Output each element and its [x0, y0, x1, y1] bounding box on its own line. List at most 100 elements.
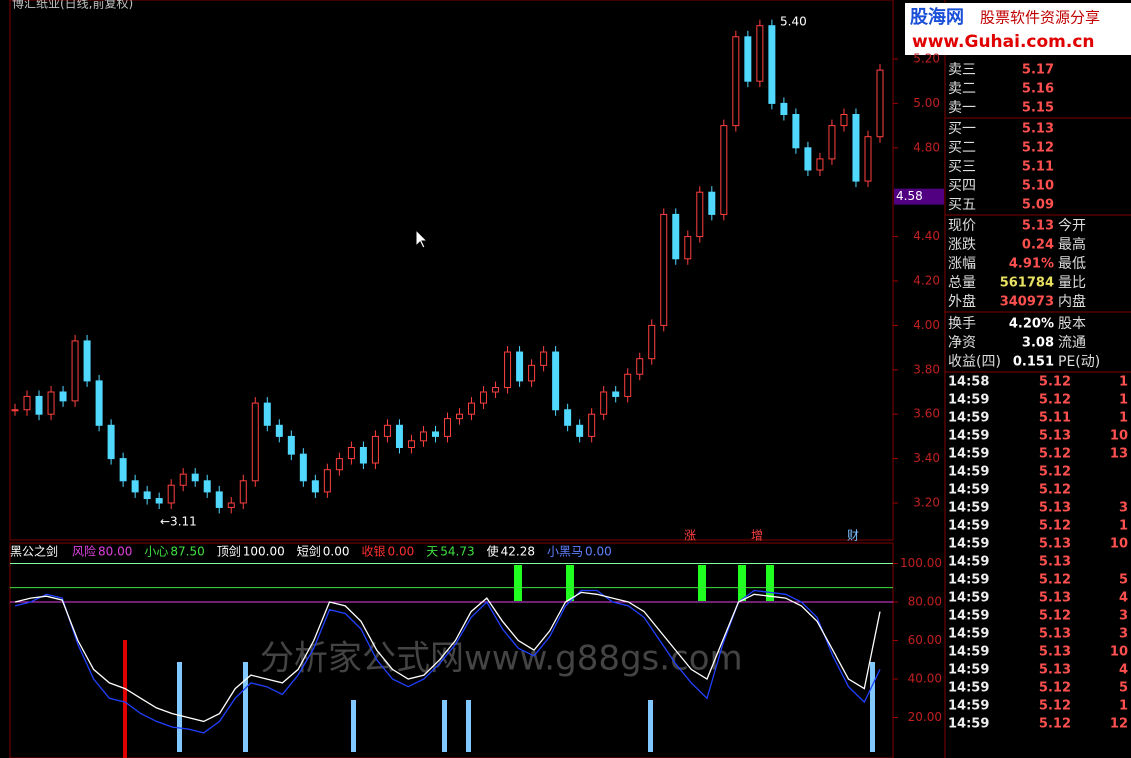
- trade-time: 14:59: [948, 717, 989, 732]
- candle: [395, 424, 403, 448]
- candle: [143, 491, 151, 500]
- trade-volume: 10: [1110, 537, 1128, 552]
- book-price: 5.09: [1022, 198, 1054, 213]
- trade-time: 14:59: [948, 501, 989, 516]
- candle: [780, 102, 788, 116]
- quote-value: 4.91%: [1009, 257, 1054, 272]
- candle: [83, 340, 91, 382]
- current-price-box: [894, 188, 944, 205]
- trade-volume: 1: [1119, 519, 1128, 534]
- current-price-label: 4.58: [896, 189, 923, 203]
- candle: [840, 114, 848, 127]
- candle: [239, 480, 247, 504]
- trade-price: 5.13: [1039, 537, 1071, 552]
- candle: [660, 213, 668, 326]
- legend-name: 小黑马: [547, 545, 583, 559]
- candle: [732, 36, 740, 127]
- candle: [371, 435, 379, 464]
- trade-price: 5.13: [1039, 501, 1071, 516]
- trade-volume: 3: [1119, 501, 1128, 516]
- candle: [215, 491, 223, 508]
- candle: [359, 447, 367, 464]
- y-tick-label: 20.00: [908, 710, 942, 724]
- quote-label2: 最低: [1058, 256, 1086, 272]
- book-price: 5.13: [1022, 122, 1054, 137]
- signals: [123, 565, 875, 758]
- trade-volume: 1: [1119, 393, 1128, 408]
- candle: [672, 213, 680, 260]
- main-frame: [9, 0, 894, 541]
- candle: [552, 351, 560, 411]
- trade-price: 5.12: [1039, 393, 1071, 408]
- candle: [684, 236, 692, 260]
- book-label: 卖三: [948, 62, 976, 78]
- candle: [23, 395, 31, 411]
- book-label: 卖一: [948, 100, 976, 116]
- candle: [456, 413, 464, 420]
- trade-time: 14:59: [948, 609, 989, 624]
- quote-value: 0.151: [1013, 355, 1054, 370]
- candle: [131, 480, 139, 493]
- logo-name: 股海网: [909, 6, 964, 28]
- book-price: 5.16: [1022, 82, 1054, 97]
- trade-volume: 3: [1119, 609, 1128, 624]
- candle: [756, 25, 764, 82]
- signal-bar: [566, 565, 574, 601]
- candle: [564, 409, 572, 426]
- trade-time: 14:59: [948, 411, 989, 426]
- trade-volume: 3: [1119, 627, 1128, 642]
- trade-price: 5.12: [1039, 699, 1071, 714]
- signal-bar: [514, 565, 522, 601]
- candle: [504, 351, 512, 389]
- trade-time: 14:59: [948, 663, 989, 678]
- signal-bar: [738, 565, 746, 601]
- signal-bar: [243, 662, 248, 752]
- legend-name: 短剑: [297, 544, 321, 559]
- legend-value: 42.28: [501, 545, 535, 559]
- candle: [768, 25, 776, 104]
- candle: [576, 424, 584, 437]
- signal-bar: [123, 640, 127, 758]
- candle: [167, 484, 175, 504]
- candle: [311, 480, 319, 493]
- quote-label: 总量: [948, 275, 976, 291]
- candle: [347, 447, 355, 460]
- trade-time: 14:59: [948, 699, 989, 714]
- trade-time: 14:59: [948, 429, 989, 444]
- event-marker: 涨: [684, 528, 696, 543]
- trade-time: 14:59: [948, 681, 989, 696]
- quote-value: 340973: [1000, 295, 1054, 310]
- quote-label: 净资: [948, 335, 976, 351]
- candle: [804, 147, 812, 171]
- legend-name: 天: [426, 545, 438, 559]
- candle: [708, 191, 716, 215]
- trade-price: 5.12: [1039, 519, 1071, 534]
- candle: [816, 158, 824, 171]
- quote-label2: 股本: [1058, 316, 1086, 332]
- candle: [191, 473, 199, 482]
- trade-time: 14:59: [948, 465, 989, 480]
- trade-price: 5.13: [1039, 645, 1071, 660]
- quote-label: 现价: [948, 218, 976, 234]
- signal-bar: [648, 700, 653, 752]
- legend-value: 0.00: [585, 545, 612, 559]
- trade-time: 14:59: [948, 573, 989, 588]
- trade-price: 5.13: [1039, 663, 1071, 678]
- candle: [107, 424, 115, 460]
- indicator-frame: [9, 542, 894, 758]
- y-tick-label: 100.00: [900, 556, 942, 570]
- logo-box: [905, 3, 1131, 55]
- quote-value: 4.20%: [1009, 317, 1054, 332]
- candle: [540, 351, 548, 366]
- candle: [636, 358, 644, 375]
- candle: [335, 458, 343, 471]
- quote-label: 外盘: [948, 293, 976, 310]
- candle: [155, 498, 163, 504]
- candle: [47, 391, 55, 415]
- legend-value: 54.73: [440, 545, 474, 559]
- logo-url: www.Guhai.com.cn: [912, 32, 1095, 52]
- trade-volume: 13: [1110, 447, 1128, 462]
- trade-volume: 12: [1110, 717, 1128, 732]
- y-tick-label: 5.20: [913, 52, 940, 66]
- book-label: 买二: [948, 140, 976, 156]
